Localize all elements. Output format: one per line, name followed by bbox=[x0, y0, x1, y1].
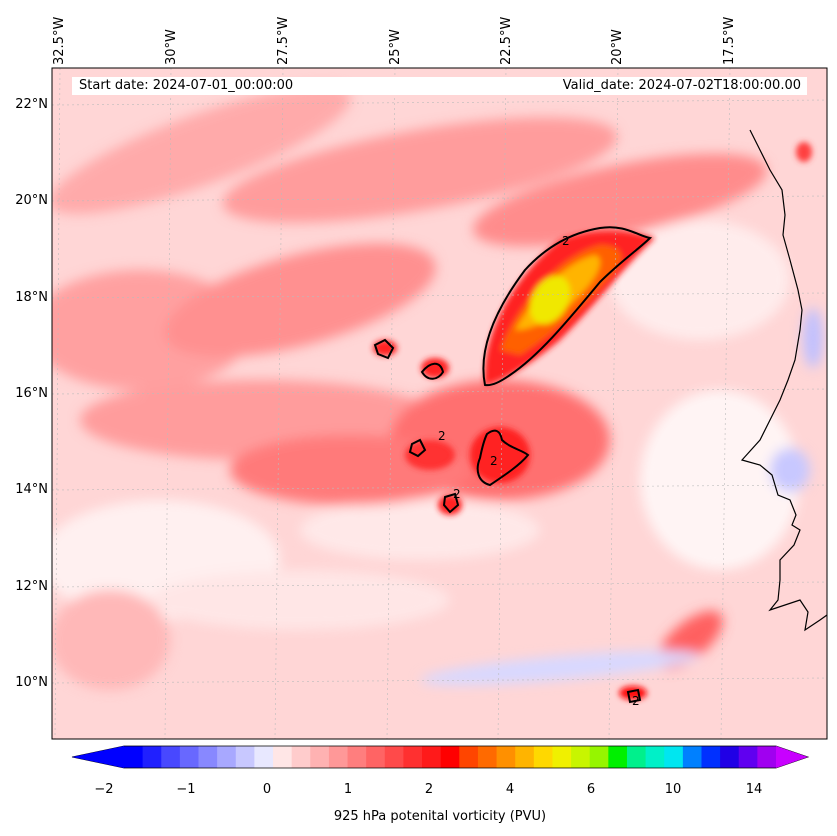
colorbar-swatch bbox=[347, 746, 367, 768]
colorbar-swatch bbox=[477, 746, 498, 768]
lon-label: 17.5°W bbox=[722, 16, 737, 65]
pv-contour-labels: 2 2 2 2 2 bbox=[438, 234, 640, 708]
valid-date-label: Valid_date: 2024-07-02T18:00:00.00 bbox=[562, 78, 801, 93]
colorbar-swatch bbox=[124, 746, 144, 768]
map-frame bbox=[51, 67, 828, 740]
date-banner bbox=[72, 77, 807, 95]
colorbar-swatch bbox=[626, 746, 647, 768]
colorbar-swatch bbox=[291, 746, 311, 768]
colorbar-swatch bbox=[254, 746, 274, 768]
colorbar-swatch bbox=[496, 746, 516, 768]
lon-label: 30°W bbox=[164, 29, 179, 65]
contour-label: 2 bbox=[438, 429, 446, 443]
colorbar-swatch bbox=[757, 746, 777, 768]
colorbar-swatch bbox=[515, 746, 535, 768]
colorbar-swatch bbox=[608, 746, 628, 768]
colorbar-extend-high bbox=[776, 746, 808, 768]
lat-label: 16°N bbox=[15, 386, 48, 401]
colorbar-tick: 6 bbox=[586, 782, 596, 797]
lon-label: 20°W bbox=[610, 29, 625, 65]
lat-label: 14°N bbox=[15, 482, 48, 497]
colorbar-swatch bbox=[310, 746, 330, 768]
lon-label: 22.5°W bbox=[499, 16, 514, 65]
lat-label: 12°N bbox=[15, 579, 48, 594]
colorbar-swatch bbox=[720, 746, 740, 768]
colorbar-swatch bbox=[738, 746, 758, 768]
lat-label: 20°N bbox=[15, 193, 48, 208]
colorbar-tick: −1 bbox=[176, 782, 196, 797]
contour-label: 2 bbox=[453, 487, 461, 501]
colorbar-tick: 0 bbox=[262, 782, 272, 797]
colorbar-swatch bbox=[384, 746, 404, 768]
africa-coastline bbox=[740, 129, 827, 632]
colorbar-swatch bbox=[198, 746, 218, 768]
colorbar-tick: −2 bbox=[94, 782, 114, 797]
lon-label: 32.5°W bbox=[52, 16, 67, 65]
lat-label: 22°N bbox=[15, 97, 48, 112]
colorbar-swatch bbox=[533, 746, 553, 768]
colorbar-swatch bbox=[142, 746, 162, 768]
contour-label: 2 bbox=[632, 694, 640, 708]
colorbar-extend-low bbox=[72, 746, 124, 768]
colorbar-swatch bbox=[403, 746, 423, 768]
colorbar-swatch bbox=[552, 746, 572, 768]
colorbar-swatch bbox=[701, 746, 721, 768]
lon-label: 27.5°W bbox=[276, 16, 291, 65]
pv-2-contour bbox=[373, 226, 653, 704]
colorbar-tick: 10 bbox=[664, 782, 682, 797]
colorbar bbox=[71, 745, 810, 769]
lat-label: 10°N bbox=[15, 675, 48, 690]
contour-label: 2 bbox=[490, 454, 498, 468]
colorbar-swatch bbox=[161, 746, 181, 768]
colorbar-swatch bbox=[217, 746, 237, 768]
colorbar-tick: 2 bbox=[424, 782, 434, 797]
colorbar-tick: 1 bbox=[343, 782, 353, 797]
colorbar-swatch bbox=[645, 746, 665, 768]
colorbar-swatch bbox=[682, 746, 702, 768]
colorbar-swatch bbox=[328, 746, 349, 768]
colorbar-label: 925 hPa potenital vorticity (PVU) bbox=[333, 809, 547, 824]
colorbar-swatch bbox=[273, 746, 293, 768]
colorbar-swatch bbox=[571, 746, 591, 768]
colorbar-swatch bbox=[179, 746, 200, 768]
colorbar-swatch bbox=[235, 746, 255, 768]
colorbar-swatch bbox=[664, 746, 684, 768]
lon-label: 25°W bbox=[388, 29, 403, 65]
lat-label: 18°N bbox=[15, 290, 48, 305]
colorbar-swatch bbox=[422, 746, 442, 768]
graticule bbox=[52, 68, 827, 739]
colorbar-tick: 14 bbox=[745, 782, 763, 797]
contour-label: 2 bbox=[562, 234, 570, 248]
colorbar-swatch bbox=[440, 746, 460, 768]
colorbar-tick: 4 bbox=[505, 782, 515, 797]
colorbar-swatch bbox=[589, 746, 609, 768]
colorbar-swatch bbox=[459, 746, 479, 768]
colorbar-swatch bbox=[366, 746, 386, 768]
pv-field bbox=[52, 68, 827, 739]
start-date-label: Start date: 2024-07-01_00:00:00 bbox=[79, 78, 294, 93]
